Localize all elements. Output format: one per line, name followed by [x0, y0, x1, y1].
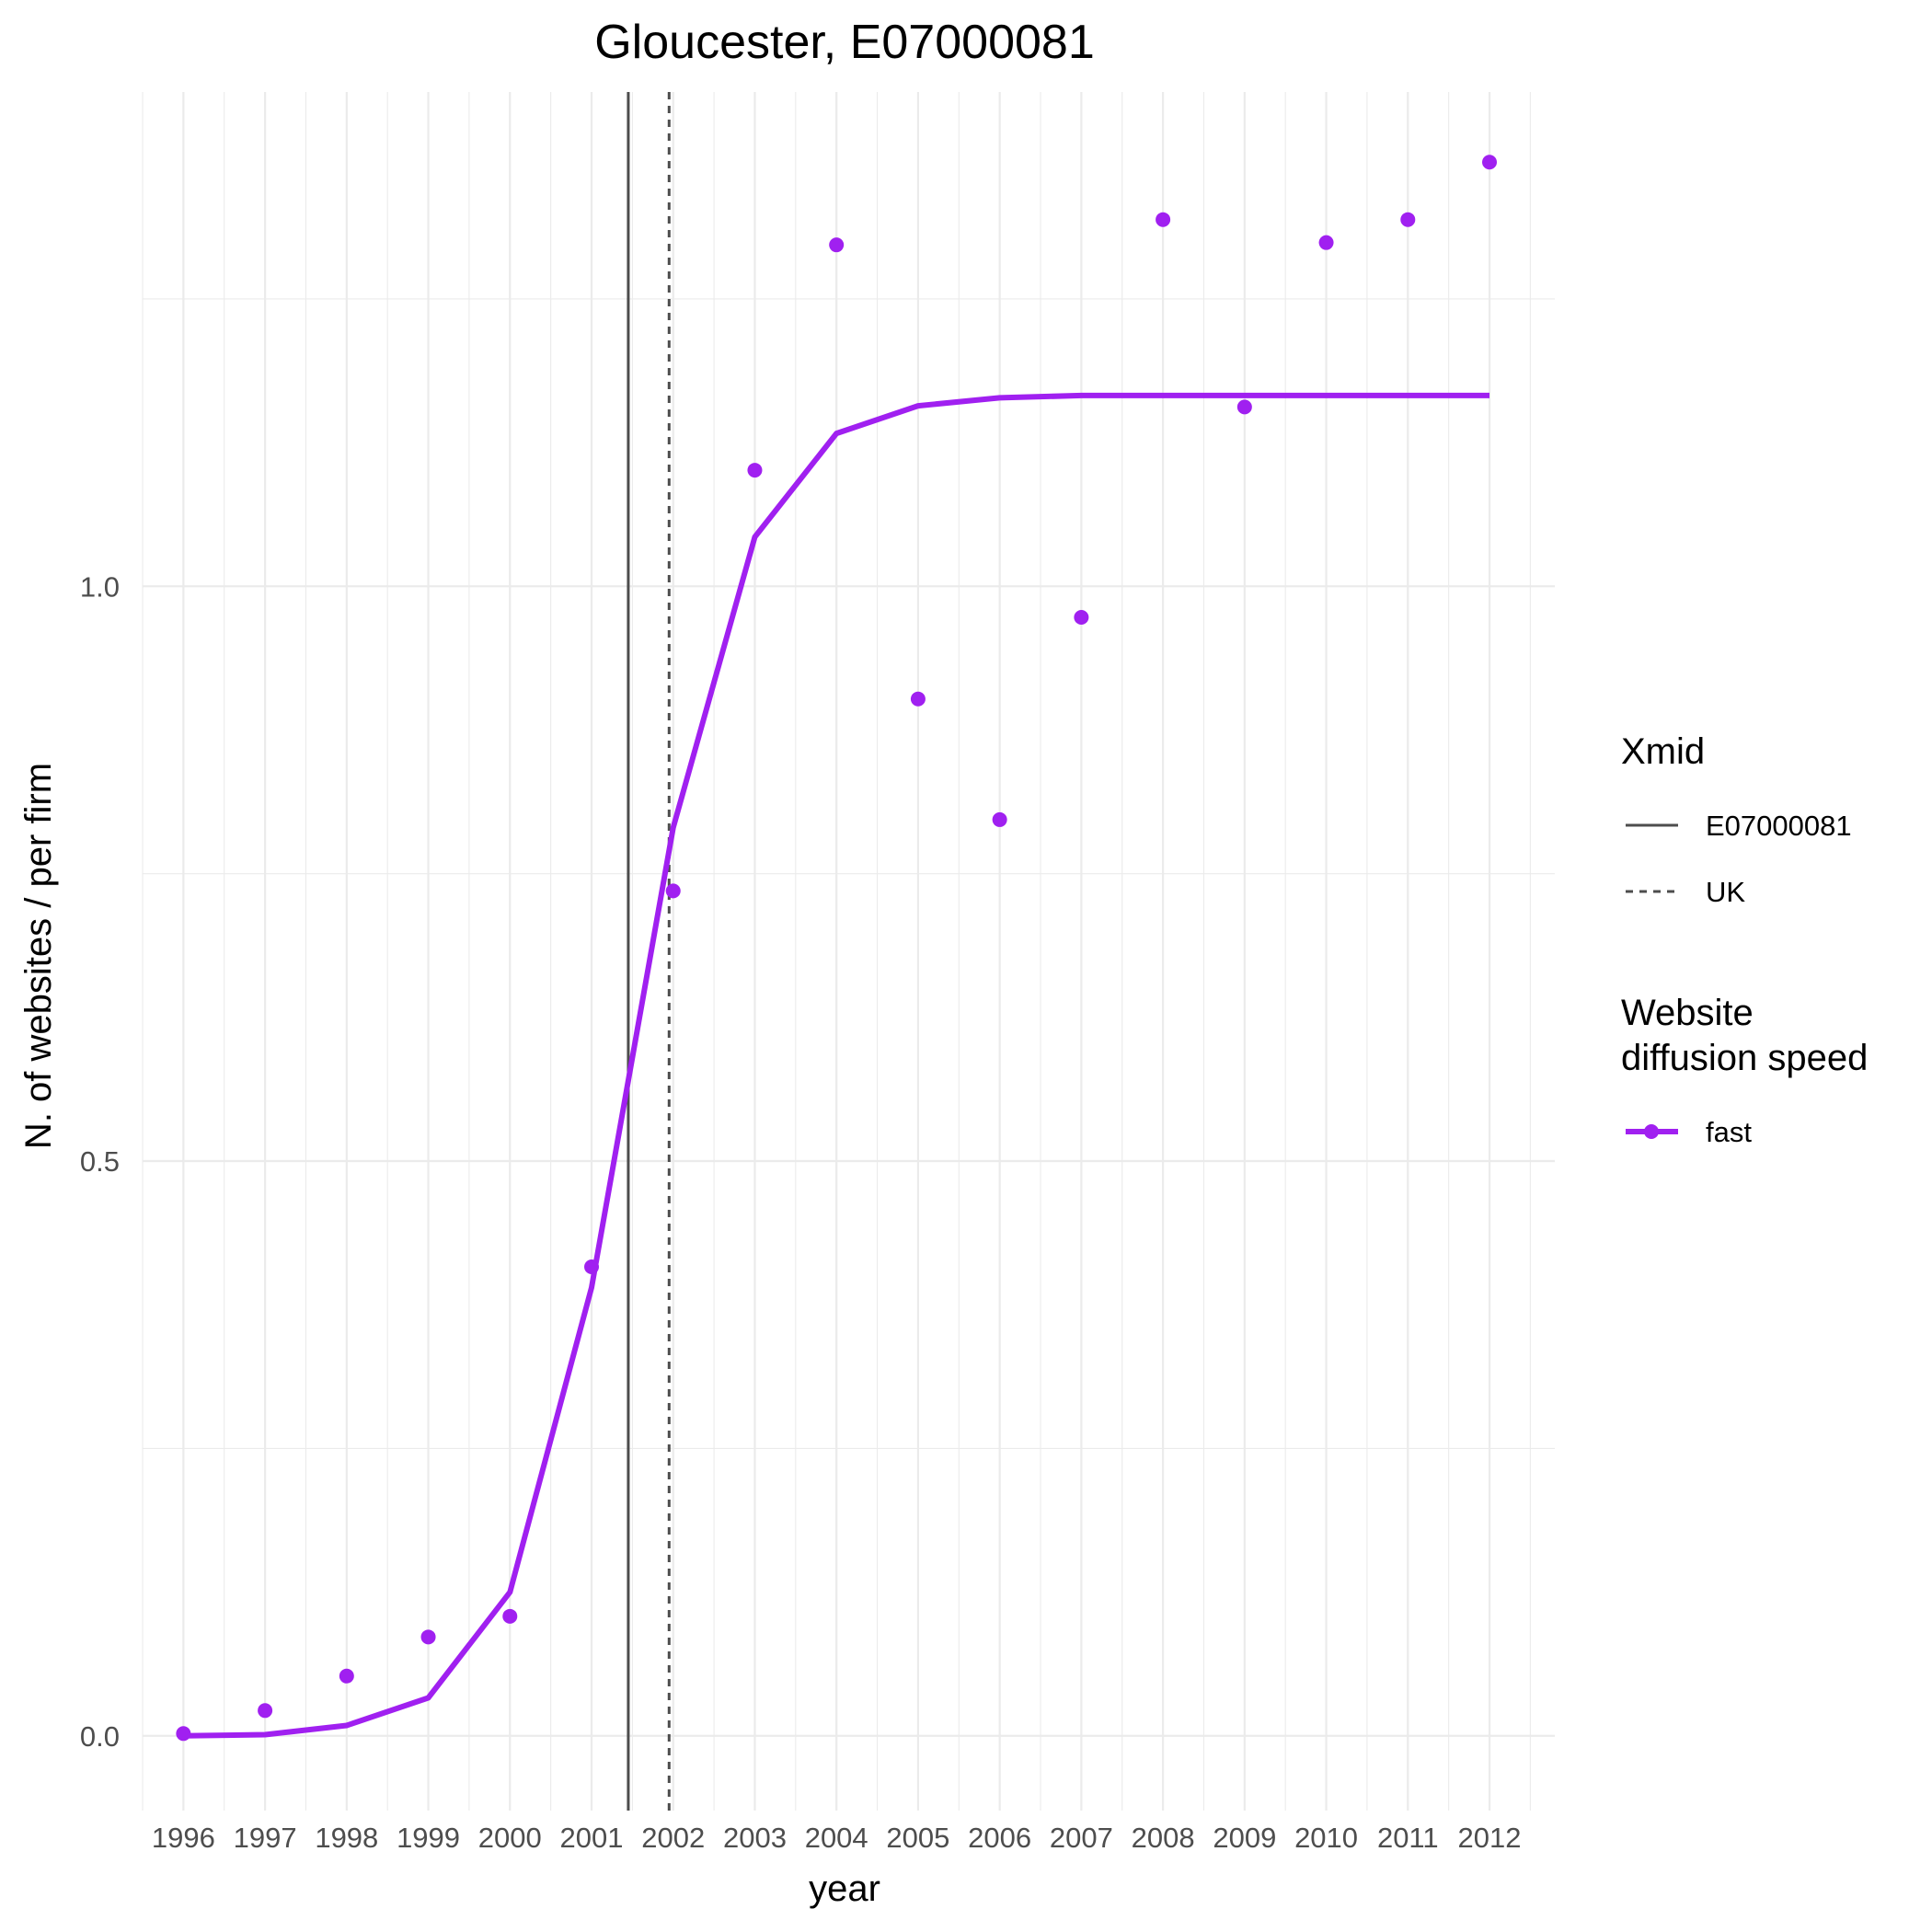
x-tick-label: 1999 [397, 1822, 460, 1854]
chart-title: Gloucester, E07000081 [594, 16, 1095, 69]
grid [142, 92, 1555, 1811]
y-tick-label: 0.5 [80, 1145, 120, 1178]
legend-title: Website [1621, 993, 1754, 1033]
y-axis-title: N. of websites / per firm [18, 763, 59, 1149]
data-point [1236, 399, 1252, 415]
x-tick-label: 2010 [1294, 1822, 1358, 1854]
x-tick-label: 2012 [1458, 1822, 1522, 1854]
data-point [1318, 235, 1334, 250]
x-tick-label: 2005 [886, 1822, 949, 1854]
vertical-reference-lines [627, 92, 671, 1811]
y-axis-ticks: 0.0 0.5 1.0 [80, 570, 120, 1752]
data-point [747, 463, 763, 478]
data-point [258, 1703, 273, 1719]
x-axis-title: year [809, 1869, 880, 1909]
x-tick-label: 2002 [641, 1822, 705, 1854]
x-tick-label: 2007 [1050, 1822, 1113, 1854]
data-point [1156, 212, 1171, 227]
legend-label: fast [1706, 1116, 1752, 1148]
y-tick-label: 1.0 [80, 570, 120, 603]
x-tick-label: 1996 [152, 1822, 215, 1854]
legend-title: Xmid [1621, 731, 1705, 772]
y-tick-label: 0.0 [80, 1720, 120, 1753]
x-tick-label: 1997 [234, 1822, 297, 1854]
x-tick-label: 2009 [1213, 1822, 1276, 1854]
data-point [829, 237, 845, 253]
x-axis-ticks: 1996 1997 1998 1999 2000 2001 2002 2003 2004 2005… [152, 1822, 1522, 1854]
x-tick-label: 2008 [1132, 1822, 1195, 1854]
series-line-fast [183, 392, 1489, 1739]
x-tick-label: 2011 [1377, 1822, 1439, 1854]
legend-title: diffusion speed [1621, 1038, 1868, 1078]
legend-key-point [1644, 1124, 1659, 1139]
data-point [339, 1668, 354, 1684]
x-tick-label: 2004 [805, 1822, 868, 1854]
x-tick-label: 2000 [478, 1822, 542, 1854]
x-tick-label: 1998 [315, 1822, 378, 1854]
data-point [176, 1726, 191, 1742]
data-point [1482, 155, 1498, 170]
legend: Xmid E07000081 UK Website diffusion speed fas… [1621, 731, 1868, 1148]
data-point [992, 811, 1007, 827]
data-point [1074, 610, 1089, 626]
data-point [910, 691, 926, 707]
legend-label: UK [1706, 876, 1745, 908]
legend-label: E07000081 [1706, 810, 1852, 842]
data-point [665, 883, 681, 899]
data-point [502, 1608, 518, 1624]
x-tick-label: 2001 [560, 1822, 624, 1854]
x-tick-label: 2006 [968, 1822, 1031, 1854]
data-point [1400, 212, 1416, 227]
data-point [420, 1629, 436, 1645]
x-tick-label: 2003 [723, 1822, 787, 1854]
data-point [584, 1259, 600, 1274]
series-layer [176, 155, 1498, 1742]
